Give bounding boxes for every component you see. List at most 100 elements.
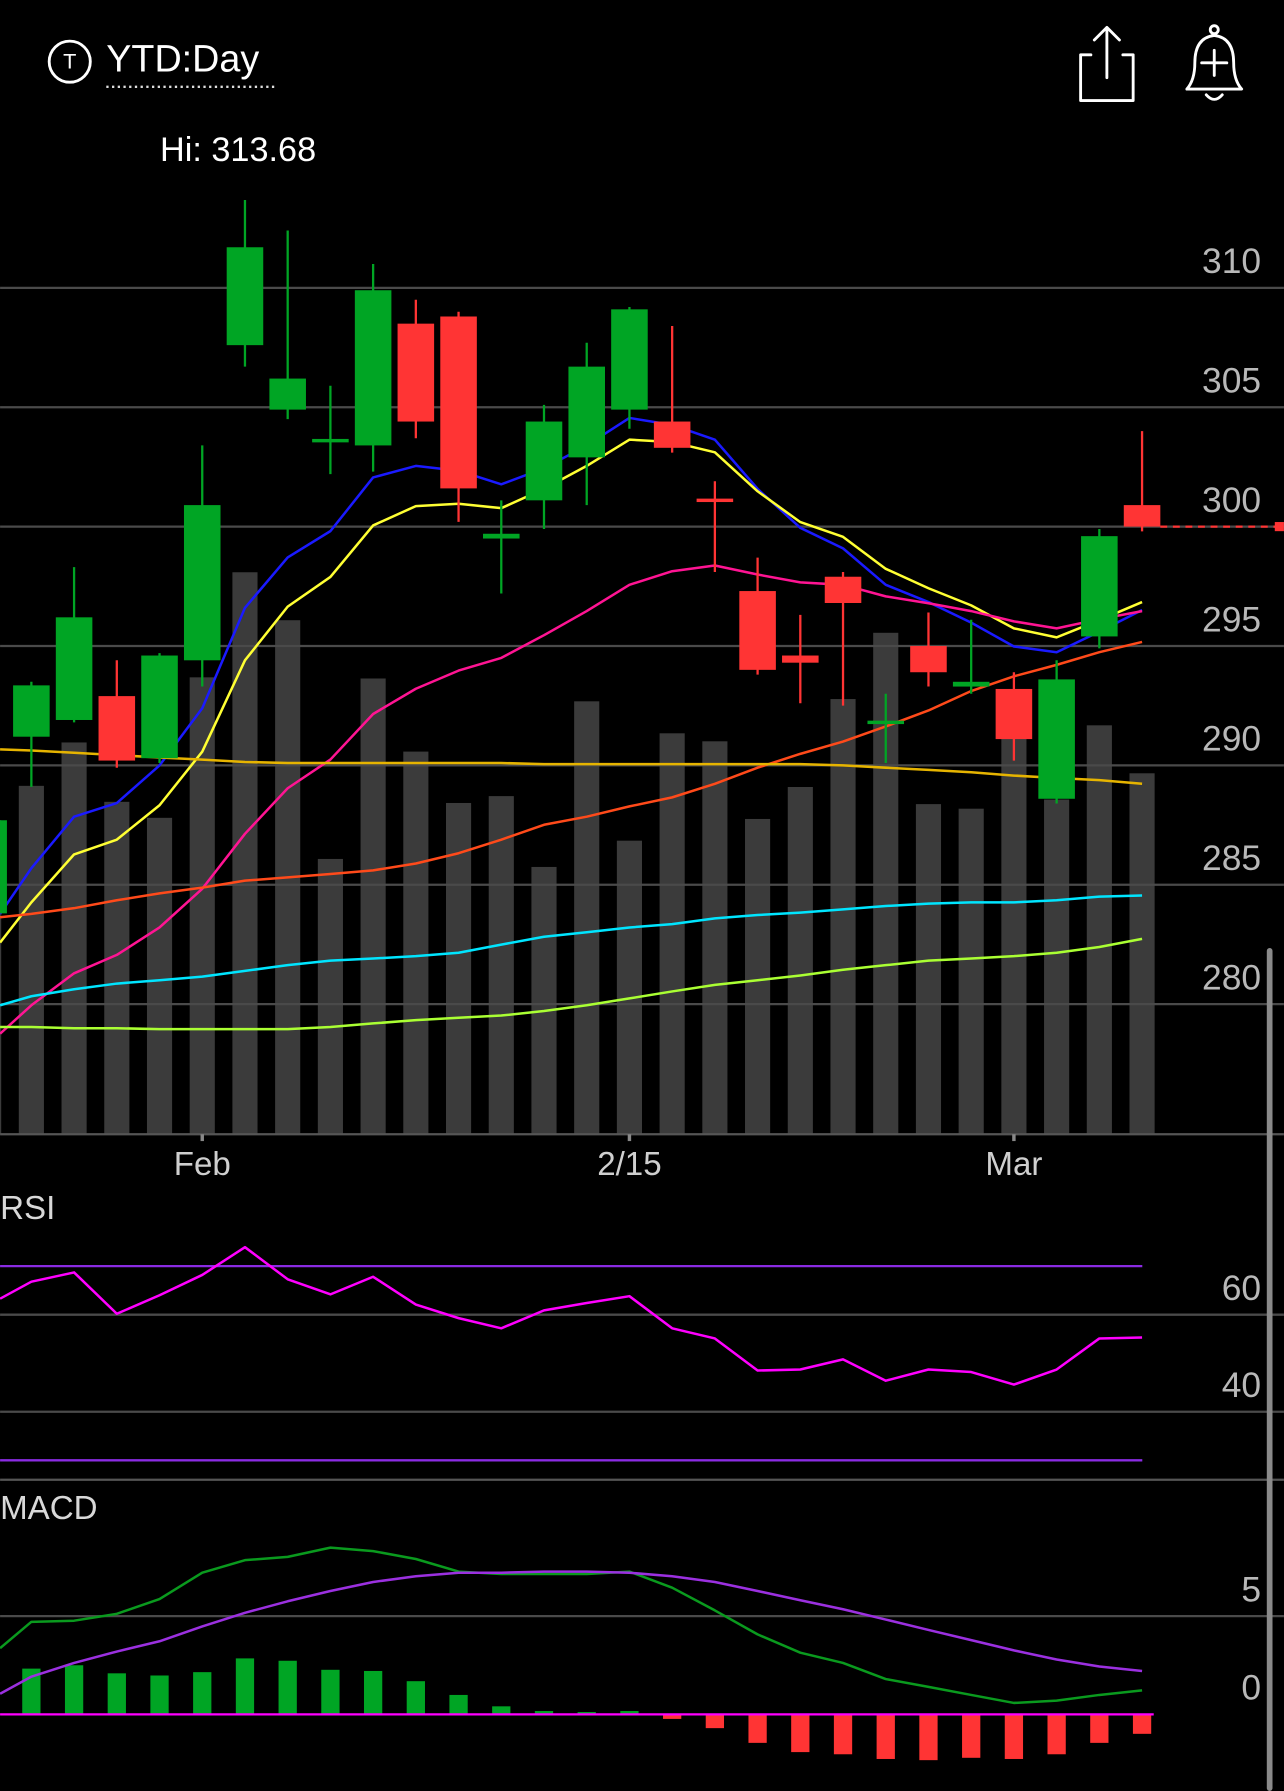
histogram-bar xyxy=(193,1672,212,1715)
x-tick-label: Mar xyxy=(985,1146,1042,1183)
histogram-bar xyxy=(705,1714,725,1729)
volume-bar xyxy=(1086,725,1112,1135)
indicator-line xyxy=(0,640,1143,919)
candle-body xyxy=(910,645,947,673)
x-tick-label: Feb xyxy=(174,1146,231,1183)
histogram-bar xyxy=(492,1706,511,1715)
volume-bar xyxy=(61,742,87,1135)
candle-body xyxy=(568,366,605,458)
last-price-tag xyxy=(1274,522,1284,532)
histogram-bar xyxy=(1090,1714,1109,1743)
histogram-bar xyxy=(107,1673,126,1715)
volume-bar xyxy=(360,678,386,1135)
histogram-bar xyxy=(748,1714,767,1743)
timeframe-title[interactable]: YTD:Day xyxy=(106,38,259,80)
volume-bar xyxy=(232,572,258,1135)
histogram-bar xyxy=(620,1711,639,1715)
volume-bar xyxy=(1044,799,1070,1135)
histogram-bar xyxy=(150,1675,169,1715)
panel-title: MACD xyxy=(0,1490,98,1527)
y-tick-label: 295 xyxy=(1202,599,1261,639)
y-tick-label: 60 xyxy=(1222,1268,1261,1308)
histogram-bar xyxy=(235,1658,255,1715)
candle-body xyxy=(739,591,776,670)
volume-bar xyxy=(488,796,514,1135)
y-tick-label: 300 xyxy=(1202,480,1261,520)
candle-body xyxy=(98,696,136,761)
volume-bar xyxy=(445,802,472,1135)
alert-button[interactable] xyxy=(1185,24,1244,101)
indicator-line xyxy=(0,748,1143,786)
volume-bar xyxy=(1129,773,1155,1135)
candle-body xyxy=(1038,679,1075,799)
candle-body xyxy=(312,438,349,443)
candle-body xyxy=(1081,536,1118,637)
volume-bar xyxy=(317,858,343,1135)
histogram-bar xyxy=(1004,1714,1024,1759)
y-tick-label: 0 xyxy=(1241,1668,1261,1708)
y-tick-label: 5 xyxy=(1241,1570,1261,1610)
candle-body xyxy=(867,720,905,725)
scrollbar xyxy=(1266,948,1273,1791)
high-annotation: Hi: 313.68 xyxy=(160,131,316,169)
indicator-line xyxy=(0,1245,1143,1386)
volume-bar xyxy=(830,699,856,1135)
histogram-bar xyxy=(64,1665,84,1715)
bell-icon xyxy=(1185,33,1244,91)
volume-bar xyxy=(574,701,600,1135)
candle-body xyxy=(653,421,691,448)
candle-body xyxy=(483,533,520,539)
plot-area: 280 285 290 295 300 305 310 Feb 2/15 Mar Hi: 313.6… xyxy=(0,131,1284,1761)
histogram-bar xyxy=(833,1714,853,1755)
candle-body xyxy=(13,685,50,737)
candle-body xyxy=(525,421,563,501)
histogram-bar xyxy=(1132,1714,1152,1734)
volume-bar xyxy=(616,840,642,1135)
timeframe-button[interactable]: T YTD:Day xyxy=(47,38,275,88)
volume-bar xyxy=(18,785,44,1135)
indicator-line xyxy=(0,438,1143,944)
volume-bar xyxy=(104,801,130,1135)
histogram-bar xyxy=(1047,1714,1066,1755)
histogram-bar xyxy=(663,1714,682,1719)
y-tick-label: 40 xyxy=(1222,1365,1261,1405)
bell-plus xyxy=(1200,48,1229,77)
volume-bar xyxy=(531,866,557,1135)
y-tick-label: 310 xyxy=(1202,241,1261,281)
candle-body xyxy=(269,378,306,410)
volume-bar xyxy=(0,820,2,1135)
histogram-bar xyxy=(278,1660,297,1715)
candle-body xyxy=(397,323,435,422)
histogram-bar xyxy=(577,1712,596,1715)
indicator-line xyxy=(0,564,1143,1035)
histogram-bar xyxy=(919,1714,938,1761)
y-tick-label: 290 xyxy=(1202,719,1261,759)
y-tick-label: 305 xyxy=(1202,361,1261,401)
volume-bar xyxy=(915,804,942,1135)
indicator-line xyxy=(0,1570,1143,1695)
histogram-bar xyxy=(791,1714,810,1753)
symbol-icon xyxy=(47,39,92,84)
candle-body xyxy=(226,247,264,346)
histogram-bar xyxy=(962,1714,981,1758)
indicator-line xyxy=(0,894,1143,1007)
indicator-line xyxy=(0,1546,1143,1705)
histogram-bar xyxy=(876,1714,895,1759)
x-tick-label: 2/15 xyxy=(597,1146,661,1183)
histogram-bar xyxy=(321,1669,340,1715)
share-icon-box xyxy=(1079,53,1135,102)
histogram-bar xyxy=(449,1694,468,1715)
volume-bar xyxy=(702,741,728,1135)
histogram-bar xyxy=(406,1681,425,1715)
volume-bar xyxy=(958,808,984,1135)
volume-bar xyxy=(403,751,429,1135)
y-tick-label: 280 xyxy=(1202,957,1261,997)
candle-body xyxy=(1123,505,1161,527)
bell-clapper xyxy=(1204,93,1224,101)
indicator-line xyxy=(0,416,1143,915)
share-button[interactable] xyxy=(1079,25,1135,102)
volume-bar xyxy=(189,677,215,1135)
volume-bar xyxy=(787,786,813,1135)
symbol-icon-label: T xyxy=(63,49,76,74)
